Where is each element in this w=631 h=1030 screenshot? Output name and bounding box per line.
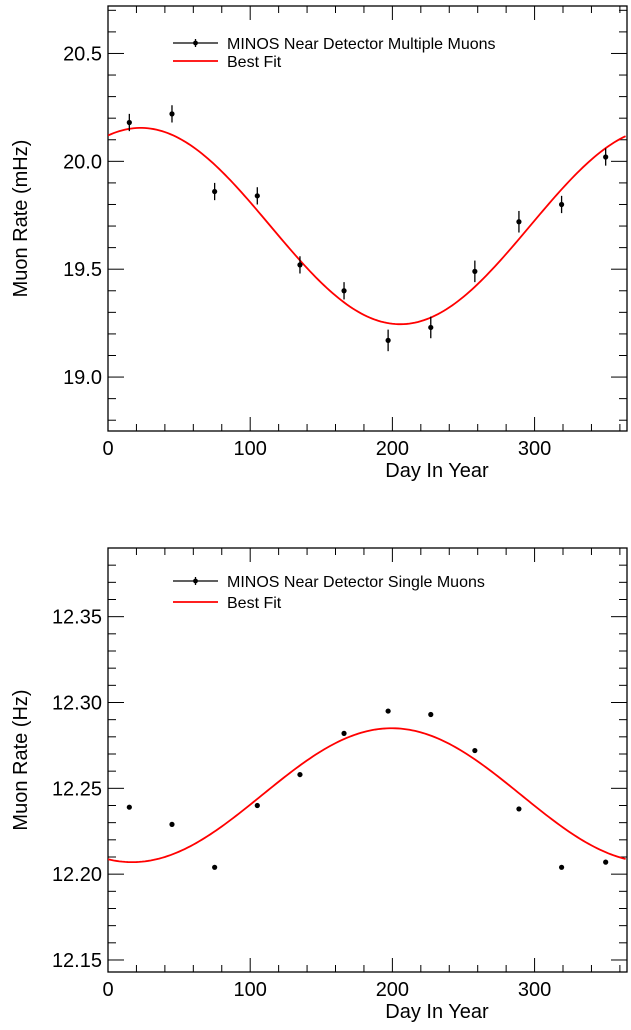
data-point	[472, 747, 478, 754]
x-axis-label: Day In Year	[385, 460, 489, 482]
x-axis-label: Day In Year	[385, 1001, 489, 1023]
y-tick-label: 12.20	[52, 864, 102, 886]
data-point	[428, 324, 434, 331]
data-point	[341, 288, 347, 294]
x-tick-label: 300	[518, 438, 551, 460]
data-point	[603, 154, 609, 160]
y-tick-label: 12.25	[52, 778, 102, 800]
data-point	[254, 193, 260, 199]
data-point	[169, 821, 175, 827]
data-point	[603, 859, 609, 865]
y-tick-label: 12.30	[52, 692, 102, 714]
data-point	[126, 119, 132, 126]
x-tick-label: 100	[234, 438, 267, 460]
plot-frame	[107, 547, 628, 973]
panel-2: 0 100 200 300 12.15 12.20 12.25 12.30 12.35 Day I…	[10, 547, 628, 1023]
x-tick-label: 100	[234, 979, 267, 1001]
y-tick-label: 12.15	[52, 950, 102, 972]
data-point	[297, 262, 303, 268]
legend-data-marker	[193, 40, 198, 46]
y-axis-label: Muon Rate (mHz)	[10, 140, 32, 298]
best-fit-line	[108, 127, 626, 326]
y-tick-label: 12.35	[52, 607, 102, 629]
data-point	[297, 771, 303, 778]
data-point	[516, 219, 522, 225]
panel-1: 0 100 200 300 19.0 19.5 20.0 20.5 Day In Year Muo…	[10, 5, 628, 482]
x-tick-label: 200	[376, 438, 409, 460]
data-point	[126, 804, 132, 810]
x-tick-label: 200	[376, 979, 409, 1001]
y-tick-label: 20.5	[63, 43, 102, 65]
x-tick-label: 0	[102, 979, 113, 1001]
data-point	[212, 864, 218, 870]
y-tick-label: 19.5	[63, 259, 102, 281]
data-point	[558, 864, 565, 870]
legend-fit-label: Best Fit	[227, 595, 282, 612]
data-point	[254, 802, 260, 809]
y-tick-label: 19.0	[63, 367, 102, 389]
legend: MINOS Near Detector Single Muons Best Fit	[173, 574, 485, 612]
data-point	[169, 111, 175, 117]
y-tick-label: 20.0	[63, 151, 102, 173]
x-tick-label: 300	[518, 979, 551, 1001]
data-point	[472, 268, 478, 274]
data-point	[385, 337, 391, 343]
data-point	[428, 711, 434, 718]
y-axis-label: Muon Rate (Hz)	[10, 689, 32, 830]
data-point	[341, 730, 347, 736]
data-point	[516, 806, 522, 812]
data-point	[385, 708, 391, 714]
legend-data-label: MINOS Near Detector Multiple Muons	[227, 36, 496, 53]
best-fit-line	[108, 727, 626, 864]
data-point	[212, 188, 218, 195]
legend-fit-label: Best Fit	[227, 54, 282, 71]
legend-data-marker	[193, 578, 198, 584]
legend-data-label: MINOS Near Detector Single Muons	[227, 574, 485, 591]
plot-frame	[107, 5, 628, 432]
x-tick-label: 0	[102, 438, 113, 460]
data-point	[558, 201, 565, 208]
